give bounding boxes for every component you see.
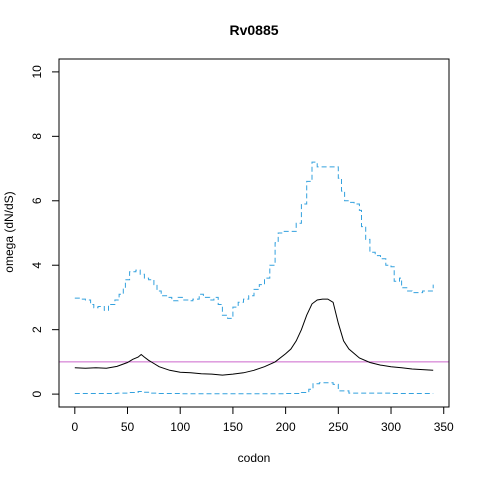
x-tick-label: 250	[328, 420, 348, 434]
x-tick-label: 0	[71, 420, 78, 434]
y-tick-label: 2	[30, 326, 44, 333]
x-axis: 0 50 100 150 200 250 300 350	[71, 406, 454, 434]
chart-marks	[59, 161, 449, 395]
series-line-upper	[74, 161, 434, 319]
x-tick-label: 50	[121, 420, 135, 434]
chart-title: Rv0885	[229, 22, 278, 38]
y-axis-label: omega (dN/dS)	[2, 191, 16, 272]
series-line-omega	[74, 298, 434, 376]
y-tick-label: 10	[30, 65, 44, 79]
x-axis-label: codon	[238, 451, 271, 465]
x-tick-label: 350	[434, 420, 454, 434]
y-axis: 0 2 4 6 8 10	[30, 65, 60, 397]
x-tick-label: 200	[276, 420, 296, 434]
y-tick-label: 8	[30, 133, 44, 140]
x-tick-label: 100	[170, 420, 190, 434]
y-tick-label: 4	[30, 262, 44, 269]
y-tick-label: 6	[30, 197, 44, 204]
x-tick-label: 150	[223, 420, 243, 434]
y-tick-label: 0	[30, 390, 44, 397]
series-line-lower	[74, 382, 434, 395]
x-tick-label: 300	[381, 420, 401, 434]
